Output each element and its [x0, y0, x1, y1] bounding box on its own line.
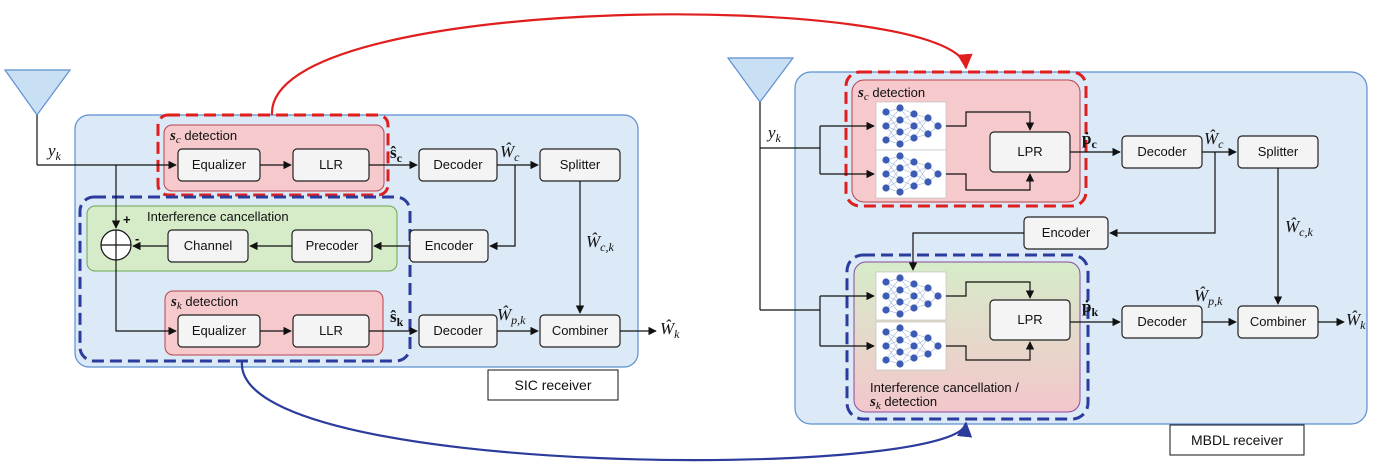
sc-detection-link-arrow	[270, 13, 973, 116]
mbdl-w-ck-label: Ŵc,k	[1285, 217, 1313, 239]
sic-llr-k-label: LLR	[319, 323, 343, 338]
sk-detection-link-arrow	[240, 360, 973, 462]
sic-wires	[37, 160, 657, 336]
sic-input-label: yk	[46, 141, 62, 163]
sic-w-ck-label: Ŵc,k	[586, 232, 614, 254]
mbdl-lpr-c-label: LPR	[1017, 144, 1042, 159]
mbdl-title: MBDL receiver	[1191, 432, 1283, 448]
sic-combiner-label: Combiner	[552, 323, 609, 338]
mbdl-title-box	[1169, 424, 1305, 456]
sic-title: SIC receiver	[514, 377, 591, 393]
mbdl-input-label: yk	[766, 123, 782, 145]
sic-w-k-label: Ŵk	[660, 319, 680, 341]
neural-network-icon	[875, 149, 947, 199]
sic-summing-junction	[100, 229, 132, 261]
sic-equalizer-k-label: Equalizer	[192, 323, 247, 338]
neural-network-icon	[875, 101, 947, 151]
mbdl-ic-label-line2: sk detection	[869, 394, 937, 412]
antenna-icon	[726, 57, 795, 310]
mbdl-decoder-c-label: Decoder	[1137, 144, 1187, 159]
mbdl-wires	[760, 111, 1345, 361]
mbdl-lpr-k-block	[989, 299, 1071, 341]
sic-splitter-label: Splitter	[560, 157, 601, 172]
mbdl-sc-detection-label: sc detection	[857, 85, 925, 103]
sic-w-pk-label: Ŵp,k	[497, 305, 526, 327]
sic-sk-detection-label: sk detection	[170, 294, 238, 312]
mbdl-receiver: yk sc detection LPR Interference cancell…	[726, 57, 1368, 456]
neural-network-icon	[875, 271, 947, 321]
sic-equalizer-c-label: Equalizer	[192, 157, 247, 172]
sic-precoder-label: Precoder	[306, 238, 359, 253]
mbdl-p-c-label: ṗc	[1082, 129, 1097, 151]
sic-s-hat-k-label: ŝk	[390, 307, 404, 329]
mbdl-combiner-label: Combiner	[1250, 314, 1307, 329]
sic-decoder-k-label: Decoder	[433, 323, 483, 338]
sic-w-c-label: Ŵc	[500, 142, 520, 164]
sic-title-box	[487, 369, 619, 401]
sic-llr-c-label: LLR	[319, 157, 343, 172]
sic-encoder-label: Encoder	[425, 238, 474, 253]
mbdl-splitter-label: Splitter	[1258, 144, 1299, 159]
sic-interference-label: Interference cancellation	[147, 209, 289, 224]
sic-interference-dashed-frame	[78, 195, 412, 363]
sic-minus-sign: -	[135, 231, 139, 246]
mbdl-lpr-k-label: LPR	[1017, 312, 1042, 327]
sic-channel-label: Channel	[184, 238, 233, 253]
mbdl-ic-dashed-frame	[845, 253, 1090, 421]
sic-receiver: yk sc detection Interference cancellatio…	[3, 69, 680, 401]
mbdl-w-c-label: Ŵc	[1204, 129, 1224, 151]
mbdl-w-k-label: Ŵk	[1346, 310, 1366, 332]
mbdl-ic-label-line1: Interference cancellation /	[870, 380, 1019, 395]
sic-sc-detection-label: sc detection	[169, 128, 237, 146]
mbdl-decoder-k-label: Decoder	[1137, 314, 1187, 329]
antenna-icon	[3, 69, 72, 165]
mbdl-p-k-label: ṗk	[1082, 297, 1098, 319]
sic-decoder-c-label: Decoder	[433, 157, 483, 172]
mbdl-sc-detection-dashed-frame	[844, 70, 1088, 208]
mbdl-w-pk-label: Ŵp,k	[1194, 286, 1223, 308]
mbdl-encoder-label: Encoder	[1042, 225, 1091, 240]
sic-plus-sign: +	[123, 212, 131, 227]
neural-network-icon	[875, 321, 947, 371]
sic-sc-detection-dashed-frame	[156, 113, 390, 197]
sic-s-hat-c-label: ŝc	[390, 143, 403, 165]
